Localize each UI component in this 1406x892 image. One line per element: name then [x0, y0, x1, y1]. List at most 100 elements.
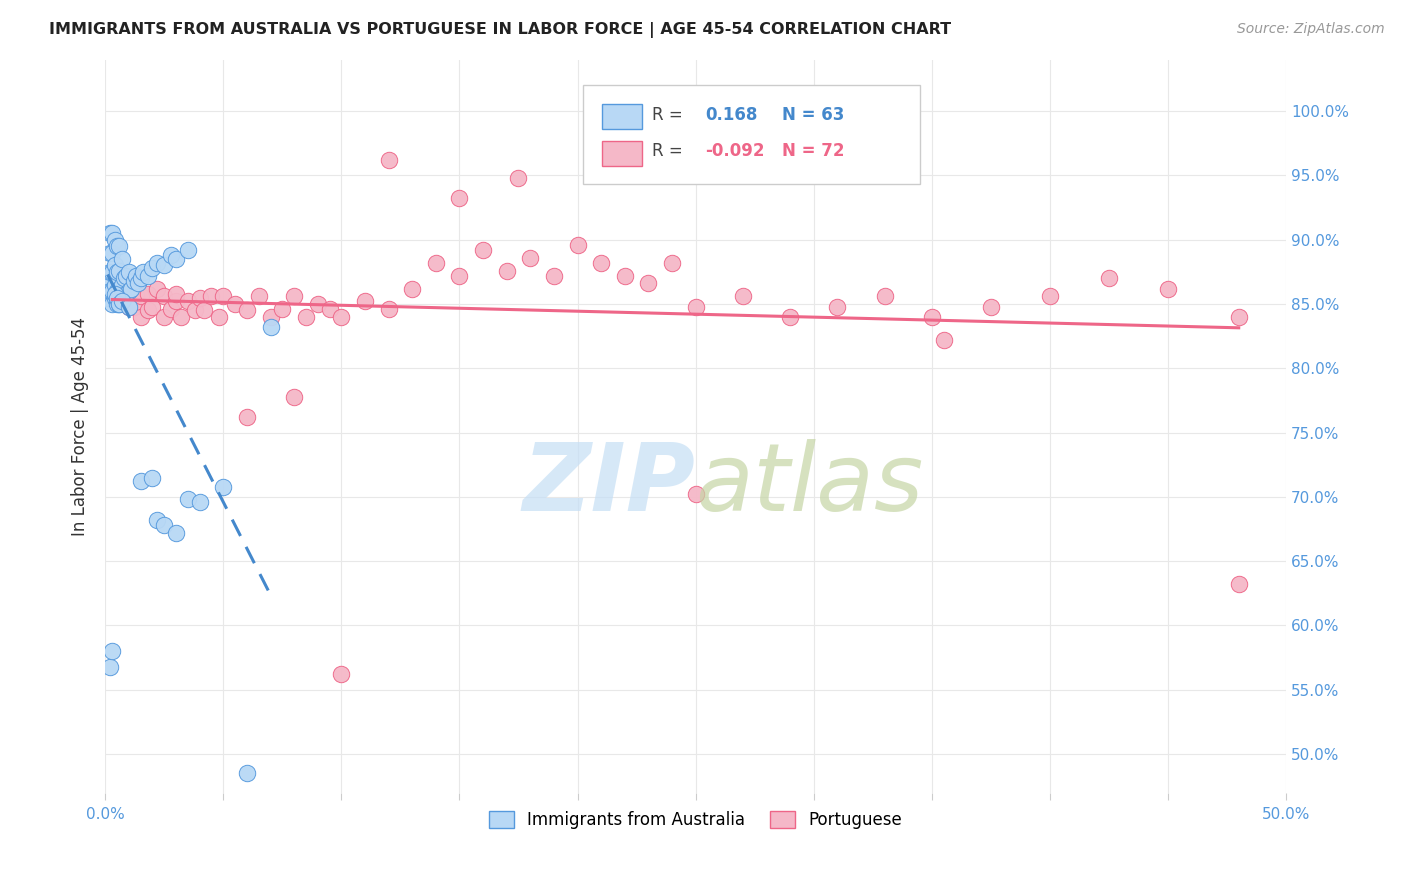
- Point: [98, 265, 121, 279]
- Text: 0.168: 0.168: [704, 106, 758, 124]
- Point: [129, 475, 152, 489]
- Point: [101, 284, 124, 298]
- Text: ZIP: ZIP: [523, 439, 696, 531]
- Point: [224, 297, 246, 311]
- Point: [108, 284, 131, 298]
- Point: [283, 289, 305, 303]
- Point: [661, 256, 683, 270]
- Point: [921, 310, 943, 324]
- Point: [108, 297, 131, 311]
- Point: [104, 291, 127, 305]
- Point: [111, 277, 134, 292]
- Point: [105, 239, 128, 253]
- Point: [567, 237, 589, 252]
- Point: [193, 303, 215, 318]
- Point: [101, 297, 124, 311]
- Point: [932, 333, 955, 347]
- Point: [98, 226, 121, 240]
- Point: [519, 251, 541, 265]
- Point: [731, 289, 754, 303]
- Point: [425, 256, 447, 270]
- Point: [188, 495, 211, 509]
- Point: [122, 274, 145, 288]
- Point: [111, 294, 134, 309]
- Point: [170, 310, 193, 324]
- Point: [136, 268, 159, 283]
- Point: [98, 245, 121, 260]
- Point: [127, 277, 149, 291]
- Point: [111, 294, 134, 309]
- Point: [141, 260, 163, 275]
- Point: [146, 256, 169, 270]
- Point: [330, 667, 353, 681]
- Point: [153, 258, 176, 272]
- Point: [153, 289, 176, 303]
- Point: [354, 294, 377, 309]
- Text: atlas: atlas: [696, 439, 924, 530]
- Point: [449, 268, 471, 283]
- Point: [543, 268, 565, 283]
- Point: [97, 291, 120, 305]
- Point: [118, 300, 141, 314]
- Point: [112, 291, 135, 305]
- Point: [129, 310, 152, 324]
- Point: [101, 265, 124, 279]
- Point: [105, 291, 128, 305]
- Point: [472, 243, 495, 257]
- Text: R =: R =: [652, 143, 688, 161]
- Point: [377, 302, 399, 317]
- FancyBboxPatch shape: [602, 141, 643, 166]
- Point: [401, 281, 423, 295]
- Point: [247, 818, 270, 832]
- Point: [236, 766, 259, 780]
- Point: [160, 302, 183, 317]
- Point: [165, 525, 187, 540]
- Point: [108, 263, 131, 277]
- Point: [212, 289, 235, 303]
- Point: [136, 303, 159, 318]
- Point: [873, 289, 896, 303]
- Point: [1157, 281, 1180, 295]
- Point: [591, 256, 613, 270]
- Point: [165, 252, 187, 266]
- Point: [236, 303, 259, 318]
- Text: N = 63: N = 63: [782, 106, 844, 124]
- Point: [827, 300, 849, 314]
- Point: [118, 284, 141, 298]
- Point: [129, 289, 152, 303]
- Point: [188, 291, 211, 305]
- Point: [104, 286, 127, 301]
- Point: [125, 286, 148, 301]
- Point: [118, 300, 141, 314]
- Point: [146, 281, 169, 295]
- Point: [980, 300, 1002, 314]
- Point: [259, 320, 281, 334]
- Point: [160, 248, 183, 262]
- Point: [283, 390, 305, 404]
- Point: [330, 310, 353, 324]
- Point: [125, 268, 148, 283]
- Point: [200, 289, 222, 303]
- Point: [779, 310, 801, 324]
- Point: [377, 153, 399, 167]
- Point: [120, 281, 142, 295]
- Y-axis label: In Labor Force | Age 45-54: In Labor Force | Age 45-54: [72, 317, 89, 535]
- FancyBboxPatch shape: [583, 86, 920, 185]
- Text: N = 72: N = 72: [782, 143, 844, 161]
- Point: [108, 297, 131, 311]
- Point: [115, 286, 138, 301]
- Text: -0.092: -0.092: [704, 143, 765, 161]
- Point: [115, 268, 138, 283]
- Point: [101, 226, 124, 240]
- Point: [685, 487, 707, 501]
- Point: [212, 479, 235, 493]
- Point: [613, 268, 636, 283]
- Point: [129, 271, 152, 285]
- Point: [449, 192, 471, 206]
- Point: [101, 245, 124, 260]
- Point: [637, 277, 659, 291]
- Point: [236, 410, 259, 425]
- Point: [307, 297, 329, 311]
- Point: [184, 303, 207, 318]
- Point: [108, 239, 131, 253]
